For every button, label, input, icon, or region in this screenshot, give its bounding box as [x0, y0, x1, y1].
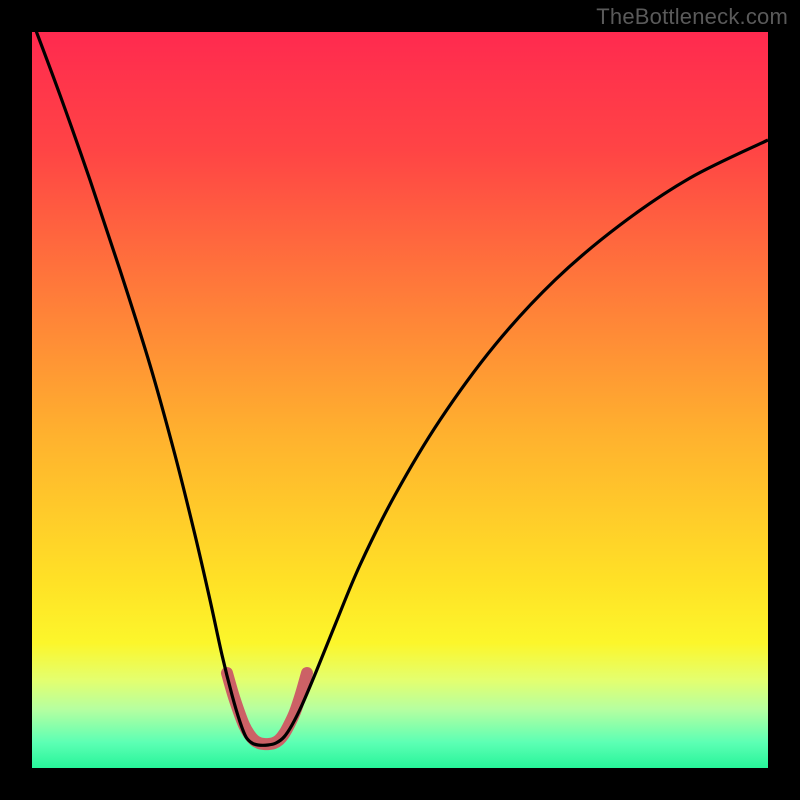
bottom-highlight-marker	[227, 673, 307, 744]
chart-svg	[0, 0, 800, 800]
watermark-text: TheBottleneck.com	[596, 4, 788, 30]
v-curve-line	[32, 20, 768, 745]
